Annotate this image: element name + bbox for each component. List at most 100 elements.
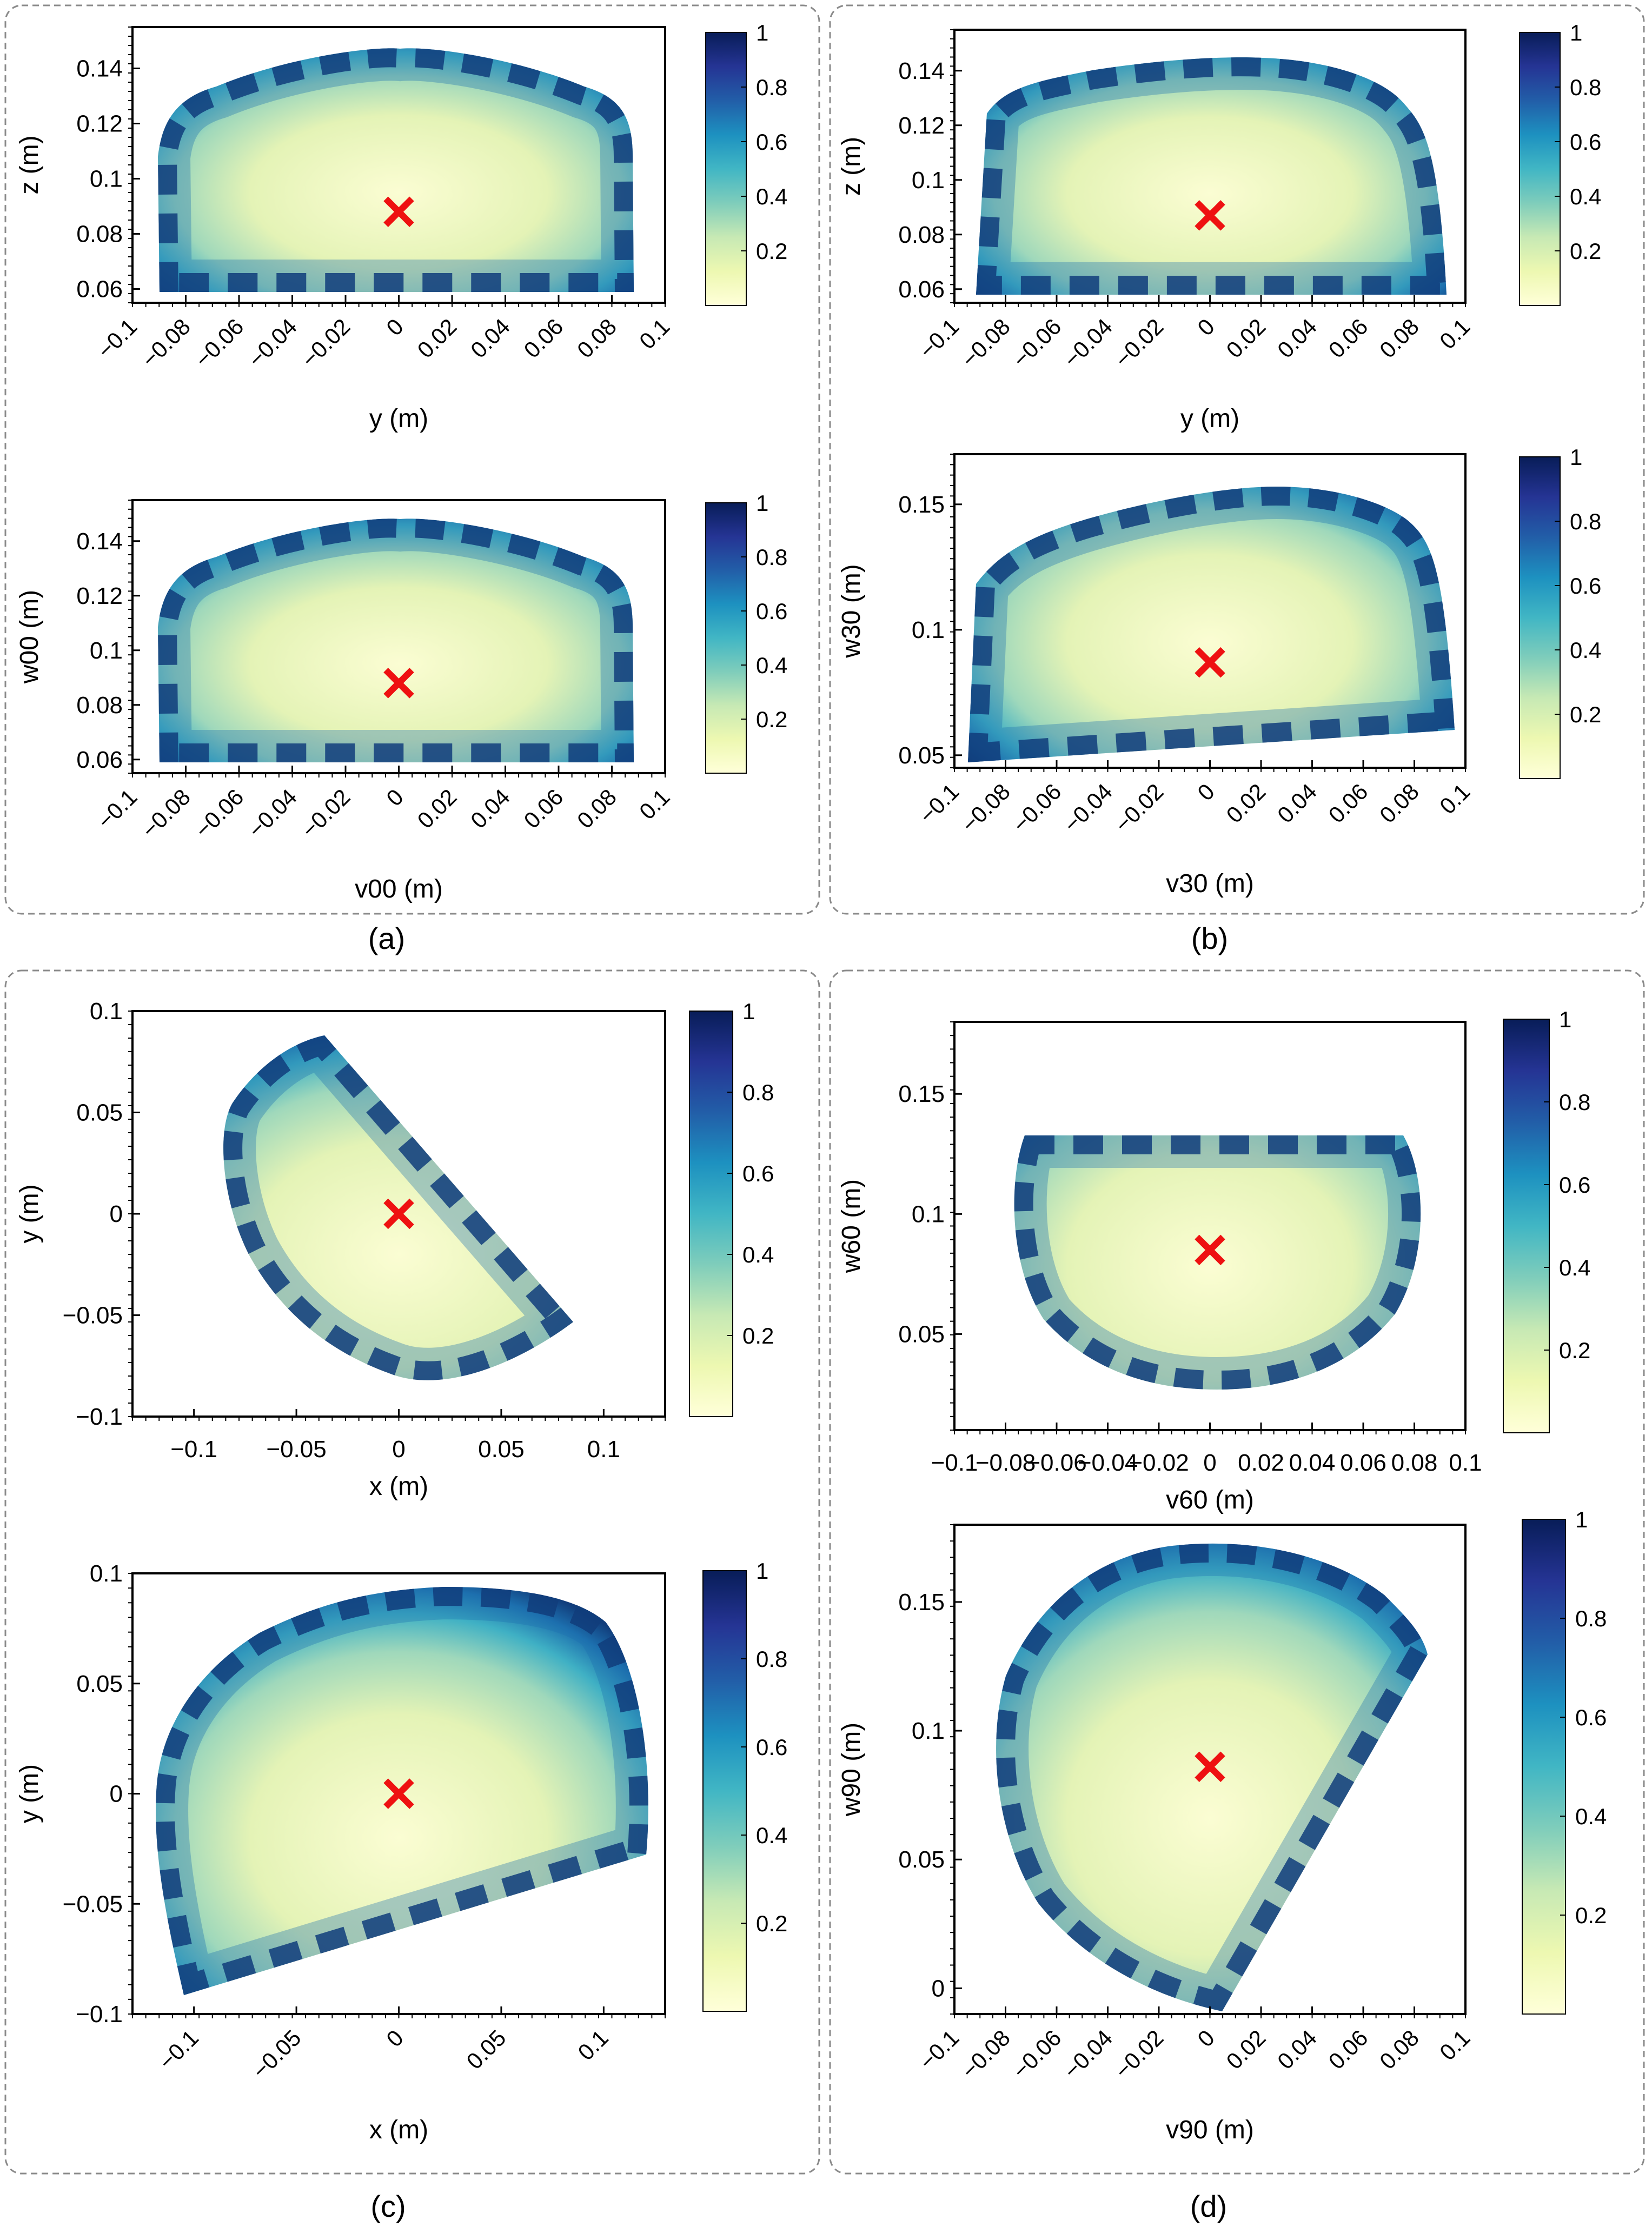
- y-tick-label: −0.1: [76, 2001, 123, 2028]
- panel-label-c: (c): [370, 2189, 406, 2223]
- colorbar-tick-label: 1: [1575, 1507, 1588, 1532]
- x-tick-label: −0.04: [243, 314, 302, 372]
- colorbar-tick-label: 0.8: [756, 1646, 787, 1672]
- colorbar-tick-label: 0.2: [756, 707, 787, 732]
- x-tick-label: 0: [381, 314, 408, 341]
- y-axis-label: w90 (m): [837, 1723, 866, 1817]
- source-marker: [1195, 1234, 1225, 1266]
- y-tick-label: 0.1: [90, 998, 123, 1025]
- colorbar-tick-label: 0.4: [1575, 1804, 1607, 1829]
- y-tick-label: 0: [110, 1781, 123, 1807]
- y-tick-label: 0.05: [898, 1846, 945, 1873]
- x-tick-label: 0.04: [466, 784, 515, 833]
- x-tick-label: −0.08: [957, 779, 1015, 837]
- panel-b-frame: [829, 4, 1645, 915]
- x-tick-label: 0.04: [1289, 1450, 1336, 1476]
- x-tick-label: 0.05: [461, 2025, 510, 2074]
- coil-elements: [223, 1035, 573, 1380]
- y-tick-label: −0.05: [63, 1302, 123, 1329]
- heatmap-plot-4: −0.1−0.08−0.06−0.04−0.02 0 0.02 0.04 0.06 0.0…: [837, 444, 1601, 898]
- y-tick-label: 0.06: [898, 276, 945, 303]
- x-tick-label: −0.08: [137, 314, 195, 372]
- x-tick-label: 0.1: [587, 1436, 620, 1463]
- y-tick-label: 0.05: [76, 1671, 123, 1697]
- x-tick-label: −0.05: [247, 2025, 306, 2083]
- x-tick-label: 0: [381, 784, 408, 811]
- x-tick-label: 0.02: [412, 784, 461, 833]
- x-tick-label: 0.08: [572, 784, 621, 833]
- colorbar-tick-label: 0.6: [756, 1734, 787, 1760]
- x-tick-label: 0.06: [1323, 2025, 1372, 2074]
- x-tick-label: 0.06: [1323, 779, 1372, 828]
- colorbar-tick-label: 1: [1559, 1007, 1571, 1032]
- x-tick-label: −0.08: [976, 1450, 1036, 1476]
- y-tick-label: 0.12: [898, 112, 945, 139]
- x-tick-label: 0.1: [1435, 779, 1475, 819]
- heatmap-plot-7: −0.1 −0.05 0 0.05 0.1 −0.1 −0.05 0 0.05 0.1 x (m) y…: [15, 1558, 787, 2144]
- y-axis-label: w00 (m): [15, 590, 44, 684]
- source-marker: [383, 1198, 414, 1230]
- colorbar-tick-label: 0.4: [756, 1823, 787, 1848]
- colorbar-tick-label: 1: [756, 1558, 768, 1584]
- colorbar-tick-label: 0.2: [1570, 702, 1601, 727]
- y-tick-label: 0.1: [90, 166, 123, 192]
- x-tick-label: −0.02: [1110, 314, 1168, 372]
- x-axis-label: v60 (m): [1166, 1486, 1254, 1514]
- x-tick-label: 0: [1192, 314, 1219, 341]
- colorbar-tick-label: 0.2: [1570, 238, 1601, 264]
- colorbar: [702, 1570, 747, 2012]
- x-tick-label: −0.1: [170, 1436, 217, 1463]
- x-tick-label: −0.08: [137, 784, 195, 842]
- x-tick-label: 0.06: [1340, 1450, 1386, 1476]
- x-tick-label: 0.1: [1449, 1450, 1482, 1476]
- x-tick-label: 0.04: [466, 314, 515, 363]
- x-axis-label: v90 (m): [1166, 2116, 1254, 2144]
- x-tick-label: −0.05: [266, 1436, 326, 1463]
- y-axis-label: w60 (m): [837, 1179, 866, 1273]
- boundary-shading: [223, 1035, 573, 1380]
- coil-elements: [996, 1543, 1428, 2011]
- coil-elements: [158, 519, 634, 762]
- y-tick-label: 0.1: [912, 1201, 945, 1227]
- y-tick-label: 0: [110, 1201, 123, 1227]
- source-marker: [1195, 647, 1225, 678]
- y-tick-label: −0.05: [63, 1891, 123, 1917]
- colorbar-tick-label: 0.6: [1570, 129, 1601, 155]
- x-tick-label: 0.02: [1221, 2025, 1270, 2074]
- heatmap-field: [158, 48, 634, 293]
- x-tick-label: −0.04: [1078, 1450, 1138, 1476]
- y-tick-label: 0.05: [898, 742, 945, 769]
- panel-label-d: (d): [1190, 2189, 1227, 2223]
- y-tick-label: 0.14: [76, 528, 123, 555]
- x-tick-label: 0.06: [1323, 314, 1372, 363]
- x-tick-label: 0: [1192, 779, 1219, 806]
- x-axis-label: x (m): [369, 1472, 428, 1501]
- x-tick-label: 0.08: [1375, 314, 1424, 363]
- colorbar-tick-label: 1: [742, 999, 755, 1024]
- heatmap-plot-6: −0.1−0.08−0.06−0.04−0.02 0 0.02 0.04 0.06 0.0…: [837, 1007, 1590, 1514]
- x-tick-label: 0.04: [1272, 779, 1322, 828]
- heatmap-plot-8: −0.1−0.08−0.06−0.04−0.02 0 0.02 0.04 0.06 0.0…: [837, 1507, 1607, 2144]
- y-tick-label: 0.14: [76, 56, 123, 82]
- x-tick-label: 0.08: [1391, 1450, 1438, 1476]
- x-tick-label: −0.1: [914, 314, 964, 363]
- colorbar-tick-label: 0.4: [742, 1242, 774, 1267]
- colorbar: [1503, 1019, 1550, 1433]
- x-tick-label: −0.1: [154, 2025, 203, 2075]
- x-tick-label: 0.08: [1375, 2025, 1424, 2074]
- y-tick-label: 0.14: [898, 58, 945, 84]
- panel-c-frame: [4, 969, 820, 2175]
- x-tick-label: −0.02: [1110, 779, 1168, 837]
- colorbar-tick-label: 0.8: [1570, 509, 1601, 534]
- x-tick-label: 0.06: [519, 784, 568, 833]
- y-axis-label: y (m): [15, 1764, 44, 1823]
- boundary-shading: [156, 1587, 648, 1995]
- x-axis-label: x (m): [369, 2116, 428, 2144]
- panel-a-frame: [4, 4, 820, 915]
- y-tick-label: 0.06: [76, 747, 123, 773]
- colorbar-tick-label: 0.6: [756, 129, 787, 155]
- colorbar-tick-label: 0.2: [756, 238, 787, 264]
- source-marker: [383, 668, 414, 699]
- x-tick-label: −0.02: [1110, 2025, 1168, 2083]
